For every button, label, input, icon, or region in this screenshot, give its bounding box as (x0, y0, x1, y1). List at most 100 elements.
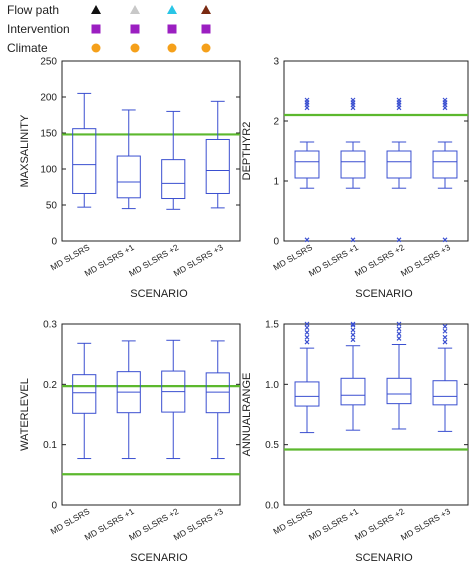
box-3 (161, 339, 186, 460)
category-label: MD SLSRS +2 (353, 242, 406, 279)
y-tick-label: 0 (273, 237, 279, 248)
y-tick-label: 3 (273, 57, 279, 68)
outlier-point (304, 237, 310, 243)
y-tick-label: 200 (40, 93, 57, 104)
x-axis-label: SCENARIO (130, 552, 188, 564)
y-tick-label: 0.2 (43, 380, 57, 391)
plot-frame (61, 323, 241, 506)
box-iqr (72, 374, 97, 414)
box-2 (116, 340, 141, 460)
plot-frame (283, 323, 469, 506)
outlier-point (304, 321, 310, 327)
outlier-point (350, 97, 356, 103)
legend-triangle-icon (91, 5, 101, 14)
box-2 (340, 321, 366, 431)
legend-square-icon (167, 24, 177, 34)
outlier-point (442, 339, 448, 345)
outlier-point (350, 237, 356, 243)
y-tick-label: 100 (40, 165, 57, 176)
legend-circle-icon (130, 43, 140, 53)
x-axis-label: SCENARIO (355, 288, 413, 300)
outlier-point (396, 97, 402, 103)
y-tick-label: 250 (40, 57, 57, 68)
box-1 (294, 321, 320, 434)
y-tick-label: 0 (51, 501, 57, 512)
box-iqr (386, 150, 412, 179)
box-1 (294, 97, 320, 243)
legend-triangle-icon (201, 5, 211, 14)
outlier-point (304, 97, 310, 103)
legend-circle-icon (167, 43, 177, 53)
box-iqr (432, 150, 458, 179)
outlier-point (350, 327, 356, 333)
category-label: MD SLSRS +1 (307, 506, 360, 543)
y-axis-label: MAXSALINITY (19, 114, 31, 187)
category-label: MD SLSRS +3 (172, 506, 225, 543)
outlier-point (396, 336, 402, 341)
outlier-point (350, 332, 356, 338)
legend-circle-icon (201, 43, 211, 53)
y-tick-label: 50 (46, 201, 58, 212)
outlier-point (396, 326, 402, 332)
legend: Flow path Intervention Climate (7, 3, 211, 55)
category-label: MD SLSRS +3 (172, 242, 225, 279)
box-4 (205, 340, 230, 460)
legend-triangle-icon (130, 5, 140, 14)
box-iqr (386, 377, 412, 405)
box-1 (72, 92, 97, 208)
outlier-point (304, 325, 310, 331)
outlier-point (442, 237, 448, 243)
y-tick-label: 150 (40, 129, 57, 140)
box-3 (386, 97, 412, 243)
legend-label: Intervention (7, 22, 70, 36)
legend-square-icon (130, 24, 140, 34)
box-iqr (294, 381, 320, 407)
outlier-point (442, 323, 448, 329)
y-tick-label: 0.0 (265, 501, 279, 512)
outlier-point (396, 321, 402, 327)
y-tick-label: 0.3 (43, 320, 57, 331)
legend-circle-icon (91, 43, 101, 53)
legend-square-icon (91, 24, 101, 34)
legend-triangle-icon (167, 5, 177, 14)
outlier-point (396, 237, 402, 243)
outlier-point (396, 331, 402, 337)
outlier-point (304, 330, 310, 335)
box-iqr (161, 159, 186, 200)
y-axis-label: ANNUALRANGE (241, 373, 253, 457)
box-2 (340, 97, 366, 243)
box-4 (205, 100, 230, 209)
plot-frame (61, 60, 241, 242)
y-tick-label: 0.5 (265, 440, 279, 451)
box-3 (386, 321, 412, 430)
box-2 (116, 109, 141, 210)
y-tick-label: 0.1 (43, 440, 57, 451)
y-axis-label: WATERLEVEL (19, 378, 31, 451)
box-iqr (205, 138, 230, 194)
category-label: MD SLSRS +2 (353, 506, 406, 543)
outlier-point (442, 334, 448, 340)
box-4 (432, 323, 458, 432)
outlier-point (442, 97, 448, 103)
box-iqr (340, 150, 366, 179)
outlier-point (442, 328, 448, 334)
category-label: MD SLSRS +1 (307, 242, 360, 279)
category-label: MD SLSRS +3 (399, 506, 452, 543)
x-axis-label: SCENARIO (130, 288, 188, 300)
box-iqr (205, 372, 230, 414)
box-3 (161, 110, 186, 210)
category-label: MD SLSRS +3 (399, 242, 452, 279)
outlier-point (350, 322, 356, 328)
y-tick-label: 1.5 (265, 320, 279, 331)
box-iqr (294, 150, 320, 179)
outlier-point (350, 321, 356, 327)
box-iqr (340, 377, 366, 406)
plot-frame (283, 60, 469, 242)
outlier-point (304, 339, 310, 345)
legend-label: Climate (7, 41, 48, 55)
box-1 (72, 342, 97, 460)
